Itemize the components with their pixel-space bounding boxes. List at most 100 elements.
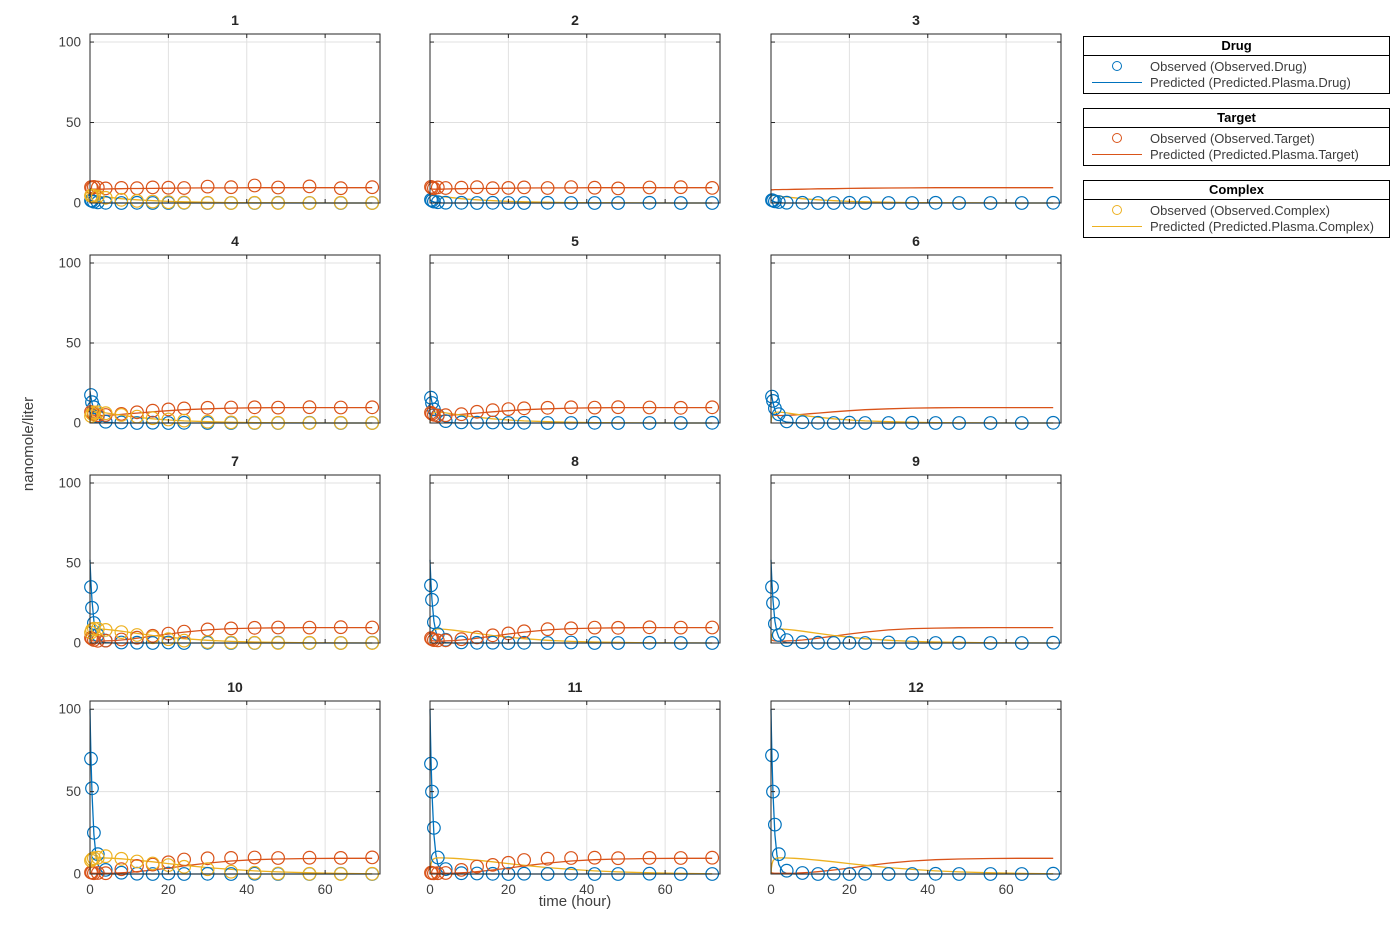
subplot-7: 7 0 50 100 [58,453,381,651]
target-predicted-line [429,857,713,874]
y-tick-label: 100 [58,702,81,717]
y-tick-label: 100 [58,35,81,50]
subplot-title: 11 [568,679,583,695]
axes-box [429,33,721,204]
complex-observed-markers [84,849,380,881]
gridlines [90,34,380,203]
legend-drug: Drug Observed (Observed.Drug) Predicted … [1083,36,1390,94]
legend-target-body: Observed (Observed.Target) Predicted (Pr… [1084,128,1389,165]
tick-marks [430,701,720,874]
subplot-title: 5 [571,233,579,249]
legend-drug-body: Observed (Observed.Drug) Predicted (Pred… [1084,56,1389,93]
y-axis-label: nanomole/liter [20,396,37,492]
subplot-title: 4 [231,233,239,249]
x-tick-label: 20 [842,882,857,897]
y-tick-label: 50 [66,556,81,571]
gridlines [771,255,1061,423]
legend-target: Target Observed (Observed.Target) Predic… [1083,108,1390,166]
axes-box [429,254,721,424]
observed-complex-marker-icon [1084,205,1150,215]
target-predicted-line [89,187,373,190]
target-predicted-line [429,406,713,417]
x-tick-label: 20 [501,882,516,897]
legend-target-title: Target [1084,109,1389,128]
legend-entry-label: Predicted (Predicted.Plasma.Target) [1150,146,1359,162]
gridlines [90,255,380,423]
tick-marks [90,255,380,423]
legend-entry-predicted-drug: Predicted (Predicted.Plasma.Drug) [1084,74,1389,90]
gridlines [430,255,720,423]
legend-entry-observed-target: Observed (Observed.Target) [1084,130,1389,146]
subplot-8: 8 [424,453,721,650]
legend-entry-label: Predicted (Predicted.Plasma.Drug) [1150,74,1351,90]
axes-box [89,700,381,875]
predicted-complex-line-icon [1084,225,1150,227]
y-tick-label: 50 [66,115,81,130]
legend-complex-body: Observed (Observed.Complex) Predicted (P… [1084,200,1389,237]
target-predicted-line [429,187,713,190]
legend-complex-title: Complex [1084,181,1389,200]
subplot-title: 9 [912,453,920,469]
legend-entry-observed-drug: Observed (Observed.Drug) [1084,58,1389,74]
tick-marks [771,475,1061,643]
target-predicted-line [770,187,1054,191]
target-observed-markers [84,178,380,196]
x-tick-label: 40 [239,882,254,897]
x-tick-label: 20 [161,882,176,897]
axes-box [429,474,721,644]
target-observed-markers [424,850,720,881]
axes-box [89,474,381,644]
subplot-2: 2 [424,12,721,210]
x-tick-label: 0 [86,882,94,897]
legend-entry-predicted-complex: Predicted (Predicted.Plasma.Complex) [1084,218,1389,234]
target-observed-markers [424,179,720,196]
gridlines [90,701,380,874]
subplot-title: 8 [571,453,579,469]
tick-marks [430,475,720,643]
gridlines [430,34,720,203]
legend-entry-label: Predicted (Predicted.Plasma.Complex) [1150,218,1374,234]
legend-entry-label: Observed (Observed.Target) [1150,130,1315,146]
target-predicted-line [770,626,1054,642]
tick-marks [771,701,1061,874]
tick-marks [771,255,1061,423]
legend-complex: Complex Observed (Observed.Complex) Pred… [1083,180,1390,238]
drug-observed-markers [424,192,720,210]
subplot-title: 2 [571,12,579,28]
y-tick-label: 100 [58,256,81,271]
subplot-12: 12 0 20 40 60 [765,679,1062,897]
subplot-5: 5 [424,233,721,430]
predicted-target-line-icon [1084,153,1150,155]
complex-predicted-line [429,857,713,875]
axes-box [770,254,1062,424]
x-tick-label: 60 [658,882,673,897]
target-predicted-line [429,626,713,642]
legend-entry-observed-complex: Observed (Observed.Complex) [1084,202,1389,218]
gridlines [771,34,1061,203]
drug-observed-markers [424,756,720,881]
target-predicted-line [89,857,373,874]
x-tick-label: 0 [767,882,775,897]
x-tick-label: 40 [920,882,935,897]
axes-box [89,254,381,424]
subplot-title: 6 [912,233,920,249]
x-tick-label: 0 [426,882,434,897]
gridlines [430,475,720,643]
target-observed-markers [424,400,720,423]
target-predicted-line [89,406,373,417]
y-tick-label: 100 [58,476,81,491]
target-observed-markers [424,620,720,648]
drug-predicted-line [770,559,1054,644]
target-predicted-line [770,406,1054,417]
tick-marks [430,34,720,203]
axes-box [429,700,721,875]
subplot-4: 4 0 50 100 [58,233,381,431]
legend-entry-predicted-target: Predicted (Predicted.Plasma.Target) [1084,146,1389,162]
x-tick-label: 40 [579,882,594,897]
axes-box [770,700,1062,875]
subplot-title: 7 [231,453,239,469]
gridlines [771,475,1061,643]
tick-marks [771,34,1061,203]
x-tick-label: 60 [318,882,333,897]
